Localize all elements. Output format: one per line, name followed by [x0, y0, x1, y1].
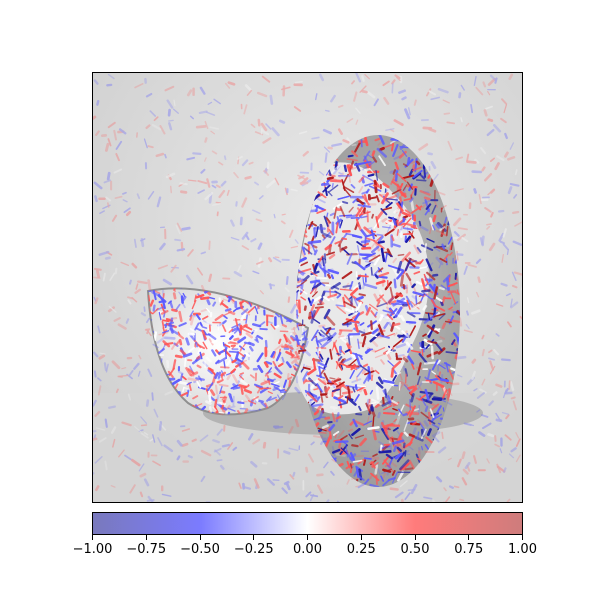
- colorbar-tick-mark: [145, 535, 147, 540]
- colorbar-gradient: [93, 513, 522, 534]
- colorbar-tick-label: 0.50: [400, 542, 430, 557]
- attribution-heatmap-panel: [92, 72, 523, 503]
- colorbar: [92, 512, 523, 535]
- floor: [93, 393, 522, 502]
- colorbar-tick-mark: [307, 535, 308, 540]
- colorbar-tick-label: −0.75: [126, 542, 167, 557]
- attribution-heatmap-image: [93, 73, 522, 502]
- colorbar-tick-mark: [199, 535, 201, 540]
- colorbar-tick-mark: [468, 535, 470, 540]
- colorbar-tick-label: 0.75: [454, 542, 484, 557]
- colorbar-tick-mark: [414, 535, 416, 540]
- colorbar-tick-mark: [92, 535, 93, 540]
- colorbar-tick-label: 0.00: [293, 542, 322, 557]
- colorbar-tick-label: 0.25: [346, 542, 376, 557]
- colorbar-tick-label: −1.00: [72, 542, 113, 557]
- colorbar-tick-mark: [360, 535, 362, 540]
- colorbar-tick-label: 1.00: [508, 542, 537, 557]
- colorbar-tick-label: −0.25: [233, 542, 274, 557]
- colorbar-tick-mark: [253, 535, 255, 540]
- colorbar-tick-mark: [522, 535, 523, 540]
- colorbar-tick-label: −0.50: [180, 542, 220, 557]
